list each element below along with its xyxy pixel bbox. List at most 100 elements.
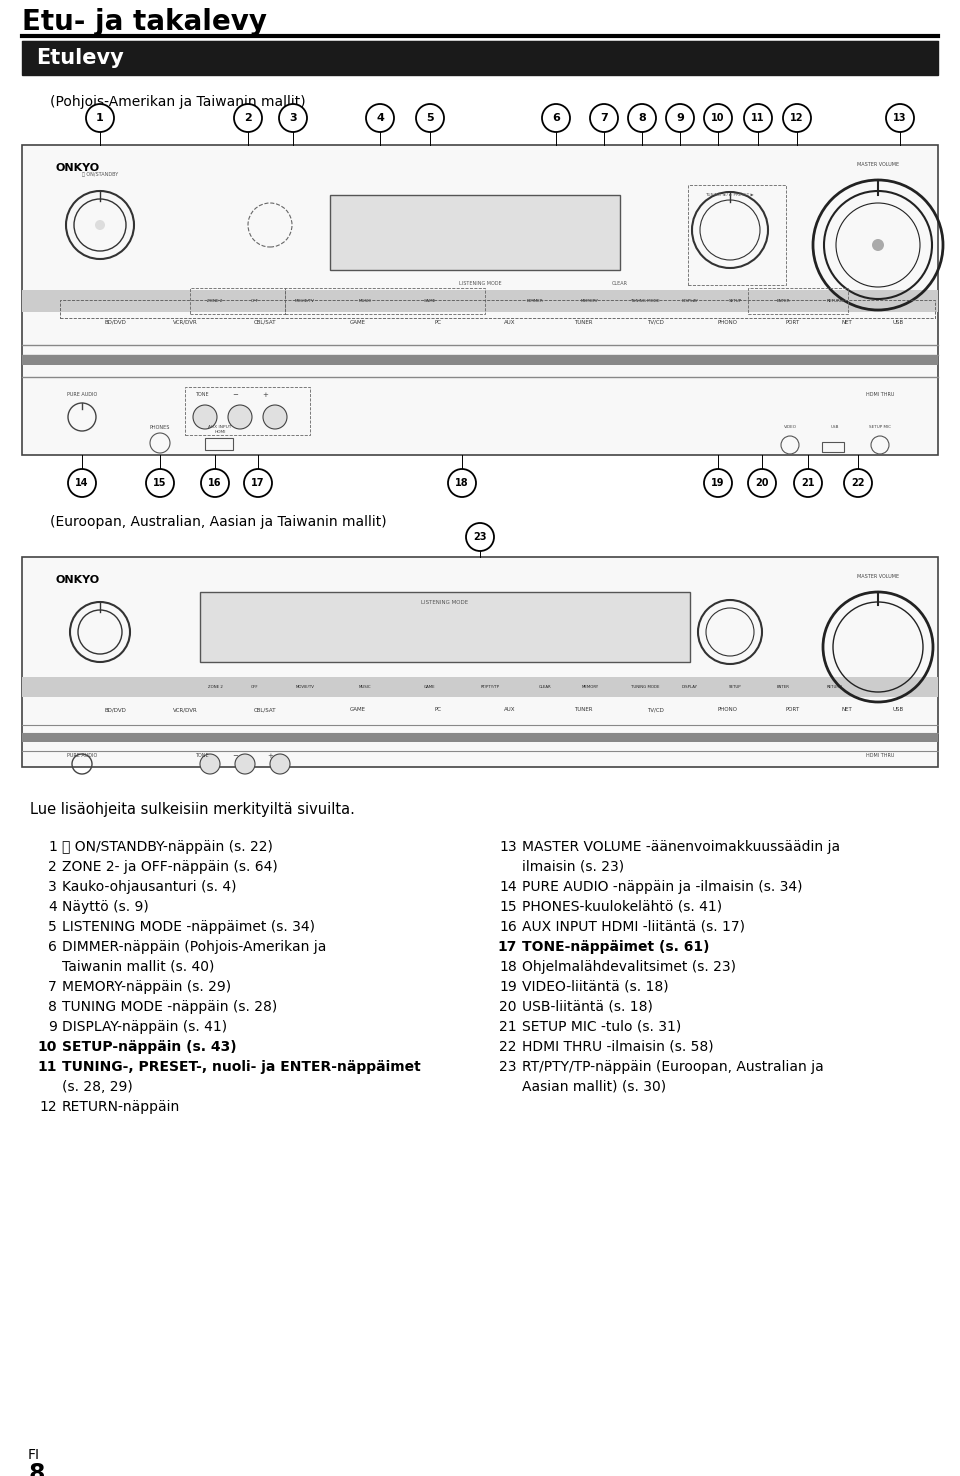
- Text: CLEAR: CLEAR: [612, 280, 628, 286]
- Text: DIMMER-näppäin (Pohjois-Amerikan ja: DIMMER-näppäin (Pohjois-Amerikan ja: [62, 940, 326, 953]
- Text: 1: 1: [96, 114, 104, 123]
- Text: PORT: PORT: [786, 320, 800, 325]
- Circle shape: [228, 404, 252, 430]
- Text: SETUP: SETUP: [729, 685, 741, 689]
- Circle shape: [794, 469, 822, 497]
- Text: 13: 13: [499, 840, 517, 855]
- Text: Aasian mallit) (s. 30): Aasian mallit) (s. 30): [522, 1080, 666, 1094]
- Bar: [285, 288, 485, 314]
- Text: AUX INPUT HDMI -liitäntä (s. 17): AUX INPUT HDMI -liitäntä (s. 17): [522, 920, 745, 934]
- Text: 21: 21: [499, 1020, 517, 1035]
- Text: PHONO: PHONO: [718, 707, 738, 711]
- Text: Lue lisäohjeita sulkeisiin merkityiltä sivuilta.: Lue lisäohjeita sulkeisiin merkityiltä s…: [30, 801, 355, 818]
- Text: HDMI THRU -ilmaisin (s. 58): HDMI THRU -ilmaisin (s. 58): [522, 1041, 713, 1054]
- Text: GAME: GAME: [350, 707, 366, 711]
- Circle shape: [666, 103, 694, 131]
- Text: CBL/SAT: CBL/SAT: [253, 707, 276, 711]
- Text: TUNING MODE: TUNING MODE: [630, 300, 660, 303]
- Text: OFF: OFF: [252, 685, 259, 689]
- Circle shape: [235, 754, 255, 773]
- Text: ZONE 2- ja OFF-näppäin (s. 64): ZONE 2- ja OFF-näppäin (s. 64): [62, 861, 277, 874]
- Text: PORT: PORT: [786, 707, 800, 711]
- Text: 12: 12: [39, 1100, 57, 1114]
- Text: AUX INPUT
HDMI: AUX INPUT HDMI: [208, 425, 231, 434]
- Text: TUNING ◄ / ► PRESET ▶: TUNING ◄ / ► PRESET ▶: [705, 192, 754, 196]
- Text: VIDEO-liitäntä (s. 18): VIDEO-liitäntä (s. 18): [522, 980, 668, 993]
- Text: 9: 9: [676, 114, 684, 123]
- Text: 14: 14: [499, 880, 517, 894]
- Text: TUNING MODE: TUNING MODE: [631, 685, 660, 689]
- Text: PHONO: PHONO: [718, 320, 738, 325]
- Text: Etu- ja takalevy: Etu- ja takalevy: [22, 7, 267, 35]
- Text: Ohjelmalähdevalitsimet (s. 23): Ohjelmalähdevalitsimet (s. 23): [522, 959, 736, 974]
- Text: TONE: TONE: [195, 393, 208, 397]
- Text: 7: 7: [600, 114, 608, 123]
- Bar: [190, 288, 285, 314]
- Text: CBL/SAT: CBL/SAT: [253, 320, 276, 325]
- Text: 19: 19: [711, 478, 725, 489]
- Text: 21: 21: [802, 478, 815, 489]
- Text: PHONES: PHONES: [150, 425, 170, 430]
- Circle shape: [200, 754, 220, 773]
- Text: 11: 11: [752, 114, 765, 123]
- Text: MASTER VOLUME: MASTER VOLUME: [857, 574, 900, 579]
- Text: +: +: [267, 753, 273, 759]
- Text: DISPLAY: DISPLAY: [682, 685, 698, 689]
- Text: USB: USB: [893, 320, 903, 325]
- Bar: [22, 356, 938, 365]
- Text: 18: 18: [455, 478, 468, 489]
- Text: CLEAR: CLEAR: [539, 685, 551, 689]
- Text: VCR/DVR: VCR/DVR: [173, 707, 198, 711]
- Text: (Euroopan, Australian, Aasian ja Taiwanin mallit): (Euroopan, Australian, Aasian ja Taiwani…: [50, 515, 387, 528]
- Text: SETUP: SETUP: [729, 300, 742, 303]
- Text: FI: FI: [28, 1448, 40, 1463]
- Text: 2: 2: [244, 114, 252, 123]
- Text: +: +: [262, 393, 268, 399]
- Text: MOVIE/TV: MOVIE/TV: [295, 300, 315, 303]
- Text: 6: 6: [48, 940, 57, 953]
- Circle shape: [886, 103, 914, 131]
- Text: LISTENING MODE -näppäimet (s. 34): LISTENING MODE -näppäimet (s. 34): [62, 920, 315, 934]
- Text: VIDEO: VIDEO: [783, 425, 797, 430]
- Text: MASTER VOLUME -äänenvoimakkuussäädin ja: MASTER VOLUME -äänenvoimakkuussäädin ja: [522, 840, 840, 855]
- Text: SETUP MIC: SETUP MIC: [869, 425, 891, 430]
- Text: MEMORY: MEMORY: [581, 300, 599, 303]
- Bar: [205, 438, 233, 450]
- Circle shape: [748, 469, 776, 497]
- Text: ZONE 2: ZONE 2: [207, 685, 223, 689]
- Text: PURE AUDIO -näppäin ja -ilmaisin (s. 34): PURE AUDIO -näppäin ja -ilmaisin (s. 34): [522, 880, 803, 894]
- Text: BD/DVD: BD/DVD: [104, 707, 126, 711]
- Circle shape: [263, 404, 287, 430]
- Text: ENTER: ENTER: [777, 300, 790, 303]
- Circle shape: [542, 103, 570, 131]
- Text: 14: 14: [75, 478, 88, 489]
- Text: TV/CD: TV/CD: [647, 707, 663, 711]
- Text: DISPLAY-näppäin (s. 41): DISPLAY-näppäin (s. 41): [62, 1020, 228, 1035]
- Text: AUX: AUX: [504, 320, 516, 325]
- Text: ENTER: ENTER: [777, 685, 789, 689]
- Bar: [22, 677, 938, 697]
- Text: 3: 3: [48, 880, 57, 894]
- Text: 15: 15: [154, 478, 167, 489]
- Text: 5: 5: [426, 114, 434, 123]
- Text: 8: 8: [48, 1001, 57, 1014]
- Text: VCR/DVR: VCR/DVR: [173, 320, 198, 325]
- Text: 23: 23: [473, 531, 487, 542]
- Text: 8: 8: [28, 1463, 44, 1476]
- Text: MEMORY-näppäin (s. 29): MEMORY-näppäin (s. 29): [62, 980, 231, 993]
- Text: HDMI THRU: HDMI THRU: [866, 753, 894, 759]
- Text: 10: 10: [711, 114, 725, 123]
- Bar: [748, 288, 848, 314]
- Text: (Pohjois-Amerikan ja Taiwanin mallit): (Pohjois-Amerikan ja Taiwanin mallit): [50, 94, 305, 109]
- Bar: [185, 387, 310, 435]
- Bar: [22, 145, 938, 455]
- Text: Etulevy: Etulevy: [36, 49, 124, 68]
- Circle shape: [704, 469, 732, 497]
- Circle shape: [193, 404, 217, 430]
- Text: TUNING-, PRESET-, nuoli- ja ENTER-näppäimet: TUNING-, PRESET-, nuoli- ja ENTER-näppäi…: [62, 1060, 420, 1075]
- Text: MUSIC: MUSIC: [359, 685, 372, 689]
- Text: 16: 16: [499, 920, 517, 934]
- Circle shape: [744, 103, 772, 131]
- Circle shape: [466, 523, 494, 551]
- Text: ⭘ ON/STANDBY: ⭘ ON/STANDBY: [82, 173, 118, 177]
